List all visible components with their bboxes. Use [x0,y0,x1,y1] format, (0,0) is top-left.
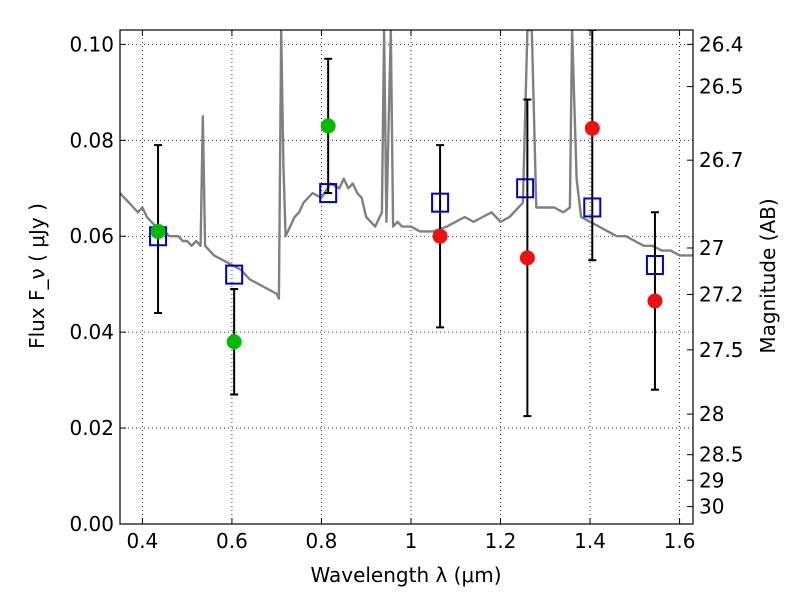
y-tick-label: 0.10 [69,32,114,56]
x-tick-label: 0.6 [216,529,248,553]
y2-tick-label: 28 [699,402,724,426]
x-tick-label: 0.4 [126,529,158,553]
model-photometry-point [516,178,535,199]
axis-ticks: 0.4 0.6 0.8 1 1.2 1.4 1.6 0.00 0.02 0.04 0.06 0.08 0… [69,30,744,553]
y2-tick-label: 27.5 [699,338,744,362]
y2-tick-label: 26.5 [699,75,744,99]
y2-axis-title: Magnitude (AB) [756,198,780,353]
model-photometry-point [645,255,664,276]
y-tick-label: 0.08 [69,128,114,152]
red-data-point [584,120,600,136]
x-tick-label: 1.2 [485,529,517,553]
x-tick-label: 1.6 [664,529,696,553]
model-photometry-point [225,264,244,285]
model-photometry-point [319,183,338,204]
green-data-point [226,334,242,350]
y-tick-label: 0.02 [69,416,114,440]
y2-tick-label: 26.4 [699,32,744,56]
red-data-point [519,250,535,266]
x-tick-label: 1.4 [574,529,606,553]
y2-tick-label: 28.5 [699,443,744,467]
model-photometry-point [583,197,602,218]
red-data-point [647,293,663,309]
y-tick-label: 0.04 [69,320,114,344]
y-tick-label: 0.00 [69,512,114,536]
y2-tick-label: 26.7 [699,148,744,172]
model-photometry-point [431,192,450,213]
red-data-point [432,228,448,244]
plot-frame [119,29,694,525]
spectrum-line [120,30,693,300]
green-data-point [320,118,336,134]
y2-tick-label: 27.2 [699,282,744,306]
y-tick-label: 0.06 [69,224,114,248]
green-data-point [150,223,166,239]
y2-tick-label: 29 [699,468,724,492]
y2-tick-label: 30 [699,495,724,519]
x-axis-title: Wavelength λ (μm) [310,563,501,587]
y-axis-title: Flux F_ν ( μJy ) [25,203,49,349]
x-tick-label: 0.8 [306,529,338,553]
x-tick-label: 1 [405,529,418,553]
y2-tick-label: 27 [699,236,724,260]
